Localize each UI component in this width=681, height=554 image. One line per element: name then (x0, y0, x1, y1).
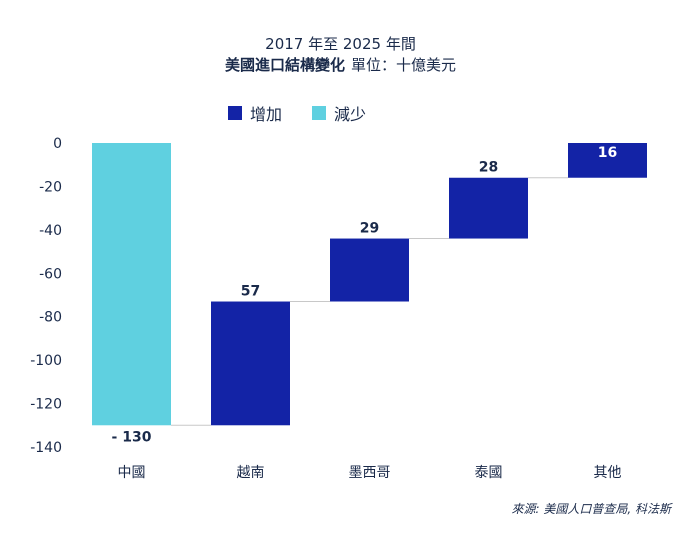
bar-2 (330, 238, 409, 302)
legend-item-increase: 增加 (228, 101, 282, 125)
y-tick-label-6: -120 (30, 397, 62, 413)
bar-4 (568, 143, 647, 178)
bar-3 (449, 177, 528, 239)
legend-swatch-increase (228, 106, 242, 120)
y-tick-label-0: 0 (53, 136, 62, 152)
legend-item-decrease: 減少 (312, 101, 366, 125)
category-label-1: 越南 (237, 465, 265, 481)
chart-title: 2017 年至 2025 年間 (265, 35, 416, 53)
legend-swatch-decrease (312, 106, 327, 120)
data-label-0: - 130 (112, 429, 152, 445)
category-label-2: 墨西哥 (349, 465, 391, 481)
bar-1 (211, 301, 290, 426)
y-tick-label-4: -80 (39, 310, 62, 326)
data-label-1: 57 (241, 284, 260, 300)
legend-label-increase: 增加 (250, 105, 283, 124)
y-tick-label-7: -140 (30, 440, 62, 456)
category-label-3: 泰國 (475, 465, 503, 481)
legend-label-decrease: 減少 (334, 105, 367, 124)
source-note: 來源: 美國人口普查局, 科法斯 (511, 502, 672, 516)
chart-unit-label: 單位：十億美元 (351, 56, 457, 74)
bar-0 (92, 143, 171, 426)
data-label-2: 29 (360, 221, 379, 237)
data-label-3: 28 (479, 160, 498, 176)
chart-subtitle-line: 美國進口結構變化 單位：十億美元 (0, 54, 681, 76)
y-tick-label-5: -100 (30, 353, 62, 369)
y-tick-label-1: -20 (39, 179, 62, 195)
category-label-0: 中國 (118, 465, 146, 481)
category-label-4: 其他 (594, 465, 622, 481)
y-tick-label-3: -60 (39, 266, 62, 282)
chart-title-block: 2017 年至 2025 年間 美國進口結構變化 單位：十億美元 (0, 34, 681, 76)
y-tick-label-2: -40 (39, 223, 62, 239)
data-label-4: 16 (598, 145, 617, 161)
chart-legend: 增加 減少 (228, 101, 396, 125)
chart-subtitle: 美國進口結構變化 (224, 56, 345, 74)
